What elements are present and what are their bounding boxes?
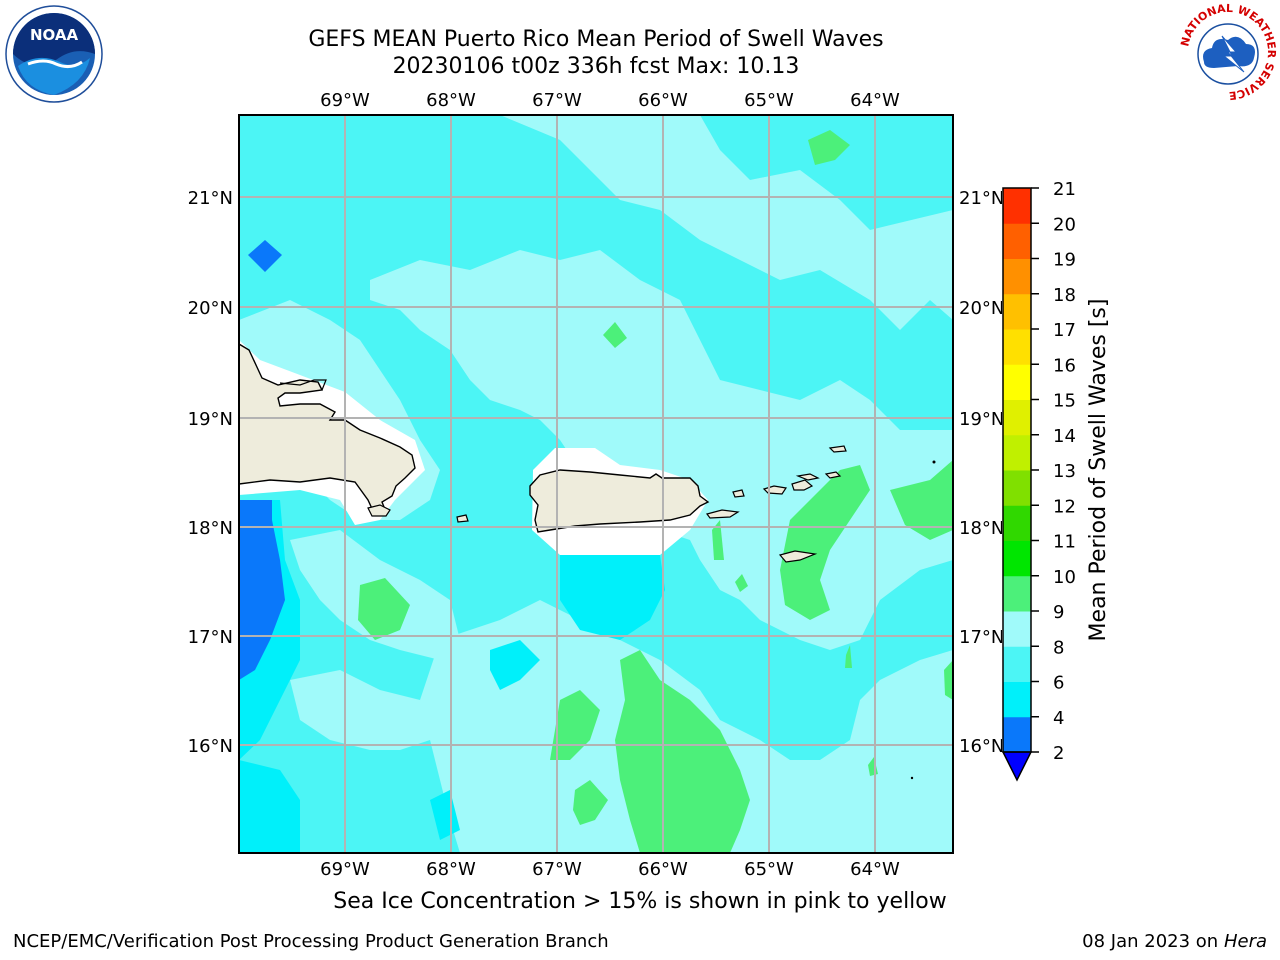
- field-9-10: [358, 130, 953, 853]
- colorbar-band: [1003, 364, 1031, 400]
- lon-label-top: 65°W: [744, 90, 794, 111]
- lon-label-bottom: 66°W: [638, 859, 688, 880]
- colorbar-tick-label: 4: [1053, 708, 1064, 729]
- noaa-logo: NOAA: [5, 5, 103, 103]
- sea-ice-caption: Sea Ice Concentration > 15% is shown in …: [333, 889, 947, 914]
- lon-label-top: 67°W: [532, 90, 582, 111]
- lat-label-left: 17°N: [188, 627, 233, 648]
- lat-label-right: 20°N: [959, 298, 1004, 319]
- colorbar-band: [1003, 646, 1031, 682]
- lon-labels-bottom: 69°W 68°W 67°W 66°W 65°W 64°W: [320, 859, 900, 880]
- colorbar-tick-label: 17: [1053, 320, 1076, 341]
- lat-labels-right: 21°N 20°N 19°N 18°N 17°N 16°N: [959, 188, 1004, 757]
- lat-labels-left: 21°N 20°N 19°N 18°N 17°N 16°N: [188, 188, 233, 757]
- nws-logo: NATIONAL WEATHER SERVICE: [1178, 2, 1278, 102]
- lat-label-right: 16°N: [959, 736, 1004, 757]
- colorbar-tick-label: 12: [1053, 496, 1076, 517]
- colorbar-band: [1003, 470, 1031, 506]
- lon-label-bottom: 68°W: [426, 859, 476, 880]
- colorbar-band: [1003, 399, 1031, 436]
- colorbar-band: [1003, 611, 1031, 647]
- colorbar-band: [1003, 540, 1031, 577]
- map-gridlines: [239, 115, 953, 853]
- colorbar-under-triangle: [1001, 751, 1033, 782]
- lat-label-left: 21°N: [188, 188, 233, 209]
- colorbar-band: [1003, 329, 1031, 365]
- colorbar-band: [1003, 188, 1031, 224]
- anguilla-dot: [932, 460, 936, 464]
- colorbar-tick-label: 21: [1053, 179, 1076, 200]
- colorbar-tick-label: 10: [1053, 567, 1076, 588]
- lat-label-left: 19°N: [188, 409, 233, 430]
- colorbar-label: Mean Period of Swell Waves [s]: [1086, 299, 1111, 642]
- colorbar-tick-label: 16: [1053, 355, 1076, 376]
- lon-label-bottom: 64°W: [850, 859, 900, 880]
- culebra-island: [732, 489, 745, 498]
- lon-label-top: 66°W: [638, 90, 688, 111]
- footer-date: 08 Jan 2023 on Hera: [1082, 931, 1267, 952]
- lat-label-right: 21°N: [959, 188, 1004, 209]
- lat-label-right: 19°N: [959, 409, 1004, 430]
- colorbar-band: [1003, 681, 1031, 718]
- lat-label-left: 20°N: [188, 298, 233, 319]
- colorbar-band: [1003, 575, 1031, 612]
- lon-label-top: 64°W: [850, 90, 900, 111]
- noaa-logo-text: NOAA: [30, 26, 79, 44]
- colorbar-tick-label: 11: [1053, 532, 1076, 553]
- colorbar: 2 4 6 8 9 10 11 12 13 14 15 16 17 18 19 20 21 Mean Perio…: [1001, 179, 1111, 782]
- colorbar-tick-label: 19: [1053, 250, 1076, 271]
- footer-branch: NCEP/EMC/Verification Post Processing Pr…: [13, 931, 609, 952]
- colorbar-tick-label: 20: [1053, 214, 1076, 235]
- colorbar-band: [1003, 223, 1031, 259]
- lon-label-top: 69°W: [320, 90, 370, 111]
- lat-label-right: 17°N: [959, 627, 1004, 648]
- vieques-island: [705, 509, 740, 519]
- lon-label-bottom: 67°W: [532, 859, 582, 880]
- colorbar-tick-label: 2: [1053, 743, 1064, 764]
- colorbar-tick-label: 6: [1053, 673, 1064, 694]
- map-title-line2: 20230106 t00z 336h fcst Max: 10.13: [392, 54, 800, 79]
- lat-label-right: 18°N: [959, 518, 1004, 539]
- colorbar-tick-label: 13: [1053, 461, 1076, 482]
- footer-host: Hera: [1223, 931, 1267, 952]
- hispaniola-south-islet: [367, 504, 391, 517]
- hispaniola-north-coast: [279, 379, 327, 391]
- colorbar-band: [1003, 434, 1031, 471]
- footer-date-text: 08 Jan 2023 on: [1082, 931, 1224, 952]
- colorbar-tick-label: 9: [1053, 602, 1064, 623]
- lon-label-bottom: 69°W: [320, 859, 370, 880]
- map-title-line1: GEFS MEAN Puerto Rico Mean Period of Swe…: [308, 27, 884, 52]
- lon-label-bottom: 65°W: [744, 859, 794, 880]
- colorbar-tick-label: 14: [1053, 426, 1076, 447]
- lon-labels-top: 69°W 68°W 67°W 66°W 65°W 64°W: [320, 90, 900, 111]
- colorbar-band: [1003, 505, 1031, 541]
- lat-label-left: 18°N: [188, 518, 233, 539]
- colorbar-tick-label: 15: [1053, 391, 1076, 412]
- mona-island: [456, 514, 469, 523]
- colorbar-band: [1003, 293, 1031, 330]
- colorbar-band: [1003, 716, 1031, 753]
- colorbar-band: [1003, 258, 1031, 295]
- lon-label-top: 68°W: [426, 90, 476, 111]
- map-frame: [238, 114, 954, 854]
- montserrat-dot: [910, 776, 914, 780]
- lat-label-left: 16°N: [188, 736, 233, 757]
- colorbar-tick-label: 8: [1053, 637, 1064, 658]
- colorbar-tick-label: 18: [1053, 285, 1076, 306]
